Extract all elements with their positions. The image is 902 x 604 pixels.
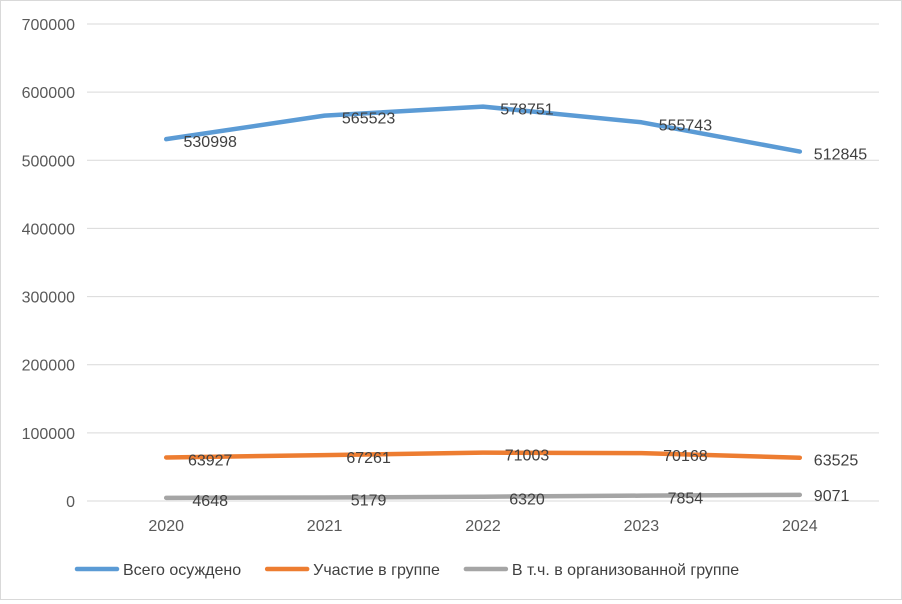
series-line-2 xyxy=(163,492,803,501)
data-label: 67261 xyxy=(346,450,391,467)
data-label: 555743 xyxy=(659,117,712,134)
y-axis: 0 100000 200000 300000 400000 500000 600000 700… xyxy=(22,17,75,511)
x-tick-label: 2021 xyxy=(307,518,343,535)
data-label: 4648 xyxy=(192,493,228,510)
data-label: 7854 xyxy=(668,491,704,508)
data-label: 565523 xyxy=(342,111,395,128)
y-tick-label: 600000 xyxy=(22,85,75,102)
y-tick-label: 500000 xyxy=(22,153,75,170)
y-tick-label: 400000 xyxy=(22,221,75,238)
data-label: 71003 xyxy=(505,448,550,465)
x-tick-label: 2020 xyxy=(148,518,184,535)
gridlines xyxy=(87,23,879,502)
data-label: 578751 xyxy=(500,102,553,119)
data-label: 63525 xyxy=(814,453,859,470)
data-label: 5179 xyxy=(351,492,387,509)
series-lines xyxy=(163,104,803,501)
series-line-1 xyxy=(163,450,803,460)
y-tick-label: 100000 xyxy=(22,426,75,443)
data-label: 512845 xyxy=(814,147,867,164)
legend: Всего осуждено Участие в группе В т.ч. в о… xyxy=(74,562,739,579)
data-label: 70168 xyxy=(663,448,708,465)
series-line-0 xyxy=(163,104,803,154)
data-labels: 530998 565523 578751 555743 512845 63927 67261… xyxy=(184,102,868,510)
data-label: 530998 xyxy=(184,134,237,151)
y-tick-label: 0 xyxy=(66,494,75,511)
legend-label: В т.ч. в организованной группе xyxy=(512,562,739,579)
legend-label: Всего осуждено xyxy=(123,562,241,579)
x-tick-label: 2024 xyxy=(782,518,818,535)
x-tick-label: 2023 xyxy=(624,518,660,535)
y-tick-label: 300000 xyxy=(22,290,75,307)
y-tick-label: 200000 xyxy=(22,358,75,375)
x-axis: 2020 2021 2022 2023 2024 xyxy=(148,518,817,535)
data-label: 63927 xyxy=(188,452,233,469)
data-label: 9071 xyxy=(814,488,850,505)
y-tick-label: 700000 xyxy=(22,17,75,34)
data-label: 6320 xyxy=(509,492,545,509)
x-tick-label: 2022 xyxy=(465,518,501,535)
legend-label: Участие в группе xyxy=(313,562,440,579)
